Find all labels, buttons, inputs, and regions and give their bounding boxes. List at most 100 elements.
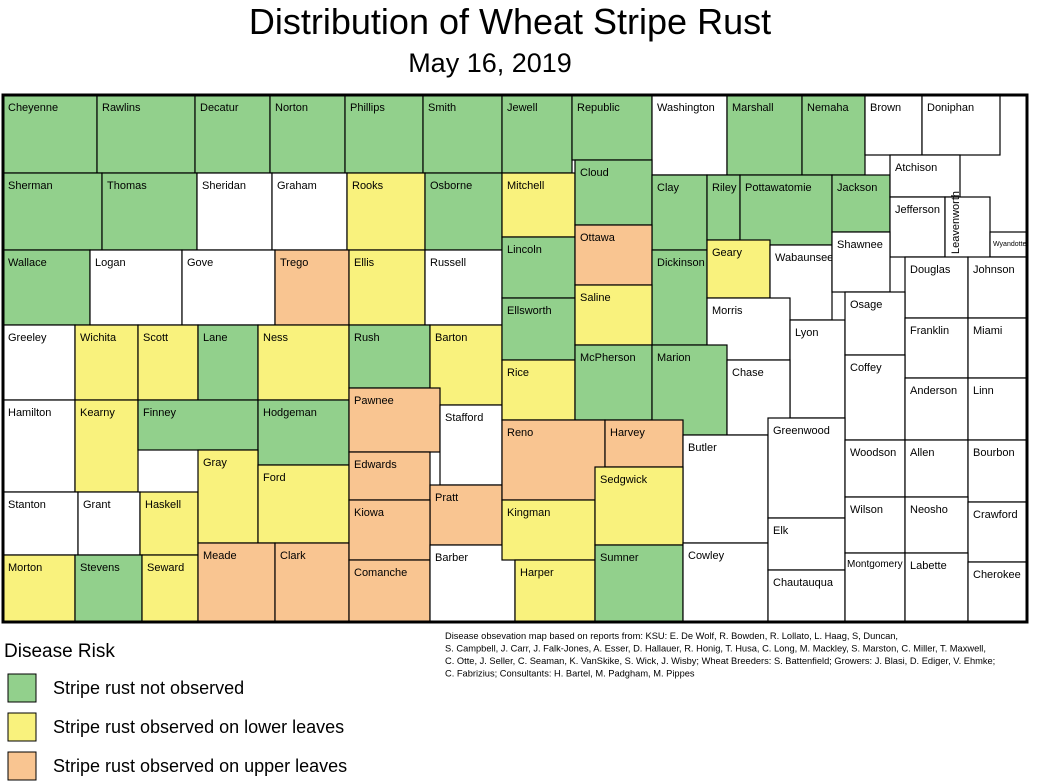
county-label: Wichita [80, 332, 117, 344]
county-shape [422, 94, 503, 174]
county-label: Cowley [688, 550, 725, 562]
county-label: Wilson [850, 504, 883, 516]
county-label: Phillips [350, 102, 385, 114]
county-label: Atchison [895, 162, 937, 174]
county-label: Brown [870, 102, 901, 114]
county: Wilson [844, 496, 906, 554]
county: Wallace [2, 249, 91, 326]
county: Shawnee [831, 231, 891, 293]
county: Trego [274, 249, 350, 326]
credit-line: C. Fabrizius; Consultants: H. Bartel, M.… [445, 669, 695, 679]
county: Osage [844, 291, 906, 356]
county-label: Ness [263, 332, 289, 344]
county-label: Grant [83, 499, 111, 511]
county-shape [501, 499, 596, 561]
county: Haskell [139, 491, 199, 556]
county-shape [726, 94, 803, 176]
county: Douglas [904, 256, 969, 319]
county: Labette [904, 552, 969, 623]
county: Hamilton [2, 399, 76, 493]
county-label: Morris [712, 305, 743, 317]
county: Miami [967, 317, 1028, 379]
county-label: Jackson [837, 182, 877, 194]
county: Lane [197, 324, 259, 401]
county: Graham [271, 172, 348, 251]
state-border [1, 93, 1029, 624]
county: Reno [501, 419, 606, 501]
county-label: Morton [8, 562, 42, 574]
county-label: Riley [712, 182, 737, 194]
county-shape [967, 501, 1028, 563]
county-label: Wyandotte [993, 241, 1027, 248]
county: Chautauqua [767, 569, 846, 623]
county-label: Lincoln [507, 244, 542, 256]
county-shape [904, 256, 969, 319]
county-shape [889, 154, 961, 198]
county-shape [706, 239, 771, 299]
county-label: Clark [280, 550, 306, 562]
county: Dickinson [651, 249, 708, 346]
county: Kearny [74, 399, 139, 493]
county-label: Butler [688, 442, 717, 454]
county-shape [348, 499, 431, 561]
county: Seward [141, 554, 199, 623]
county-shape [96, 94, 196, 174]
county: Pratt [429, 484, 503, 546]
county-label: Sherman [8, 180, 53, 192]
county-shape [501, 419, 606, 501]
county-label: Comanche [354, 567, 407, 579]
county-shape [574, 224, 653, 286]
county-label: Franklin [910, 325, 949, 337]
county: Clark [274, 542, 350, 623]
county: Franklin [904, 317, 969, 379]
county: Russell [424, 249, 503, 326]
county-shape [574, 159, 653, 226]
county-shape [571, 94, 653, 161]
county: Marshall [726, 94, 803, 176]
legend-swatch [7, 751, 37, 781]
county-shape [767, 569, 846, 623]
county: Smith [422, 94, 503, 174]
county-label: Osborne [430, 180, 472, 192]
county-label: Hodgeman [263, 407, 317, 419]
county-label: Sedgwick [600, 474, 648, 486]
county: Montgomery [844, 552, 906, 623]
county-label: Rooks [352, 180, 384, 192]
county-label: Kingman [507, 507, 550, 519]
county-shape [944, 196, 991, 263]
county: Logan [89, 249, 183, 326]
county: Osborne [424, 172, 503, 251]
county-shape [989, 231, 1028, 258]
legend-title: Disease Risk [4, 641, 115, 662]
county: Lyon [789, 319, 846, 419]
county-shape [197, 542, 276, 623]
county-shape [348, 387, 441, 453]
county: Mitchell [501, 172, 576, 238]
county: Thomas [101, 172, 198, 251]
county-shape [74, 399, 139, 493]
county-label: Haskell [145, 499, 181, 511]
county: Barton [429, 324, 503, 406]
county-label: Jewell [507, 102, 538, 114]
county-label: Kiowa [354, 507, 385, 519]
county-shape [864, 94, 923, 156]
county-label: Jefferson [895, 204, 940, 216]
county-label: Republic [577, 102, 620, 114]
title: Distribution of Wheat Stripe Rust [249, 1, 771, 42]
county-shape [651, 174, 708, 251]
county-shape [904, 552, 969, 623]
county: Kingman [501, 499, 596, 561]
county: Lincoln [501, 236, 576, 299]
county-label: Russell [430, 257, 466, 269]
county-label: Clay [657, 182, 680, 194]
county-label: Lyon [795, 327, 818, 339]
county: Morton [2, 554, 76, 623]
county-label: Chautauqua [773, 577, 834, 589]
county: Riley [706, 174, 741, 241]
county-label: Geary [712, 247, 742, 259]
county-label: Labette [910, 560, 947, 572]
county-label: Leavenworth [950, 191, 962, 254]
county-label: Sumner [600, 552, 639, 564]
county-shape [429, 484, 503, 546]
